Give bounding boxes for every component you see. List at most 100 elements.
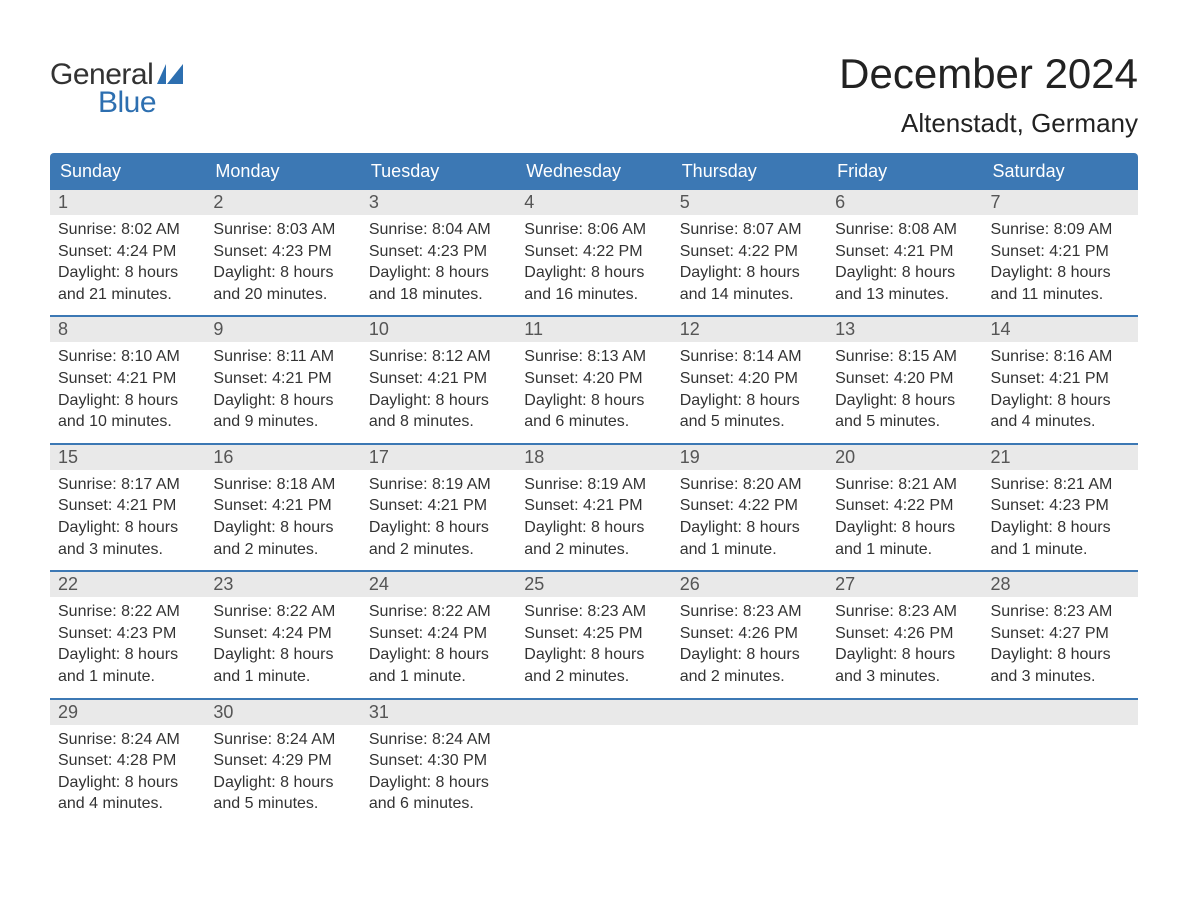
- day-line-d2: and 5 minutes.: [680, 411, 819, 433]
- day-body: Sunrise: 8:20 AMSunset: 4:22 PMDaylight:…: [672, 470, 827, 560]
- day-number: 4: [524, 192, 534, 212]
- day-line-sr: Sunrise: 8:15 AM: [835, 346, 974, 368]
- day-line-sr: Sunrise: 8:22 AM: [58, 601, 197, 623]
- day-number: 23: [213, 574, 233, 594]
- day-cell: 15Sunrise: 8:17 AMSunset: 4:21 PMDayligh…: [50, 445, 205, 570]
- day-line-ss: Sunset: 4:23 PM: [991, 495, 1130, 517]
- week-row: 29Sunrise: 8:24 AMSunset: 4:28 PMDayligh…: [50, 698, 1138, 825]
- week-row: 15Sunrise: 8:17 AMSunset: 4:21 PMDayligh…: [50, 443, 1138, 570]
- day-line-ss: Sunset: 4:21 PM: [369, 495, 508, 517]
- day-line-sr: Sunrise: 8:19 AM: [369, 474, 508, 496]
- day-body: Sunrise: 8:02 AMSunset: 4:24 PMDaylight:…: [50, 215, 205, 305]
- day-number: 11: [524, 319, 543, 339]
- day-body: Sunrise: 8:24 AMSunset: 4:29 PMDaylight:…: [205, 725, 360, 815]
- day-body: Sunrise: 8:03 AMSunset: 4:23 PMDaylight:…: [205, 215, 360, 305]
- day-line-d1: Daylight: 8 hours: [835, 517, 974, 539]
- day-line-sr: Sunrise: 8:09 AM: [991, 219, 1130, 241]
- day-line-d1: Daylight: 8 hours: [524, 262, 663, 284]
- day-line-sr: Sunrise: 8:14 AM: [680, 346, 819, 368]
- day-number-bar: 3: [361, 190, 516, 215]
- day-line-sr: Sunrise: 8:18 AM: [213, 474, 352, 496]
- day-cell: 22Sunrise: 8:22 AMSunset: 4:23 PMDayligh…: [50, 572, 205, 697]
- day-number-bar: 27: [827, 572, 982, 597]
- day-number-bar: 2: [205, 190, 360, 215]
- day-line-d1: Daylight: 8 hours: [58, 772, 197, 794]
- day-line-d2: and 1 minute.: [680, 539, 819, 561]
- day-line-ss: Sunset: 4:21 PM: [369, 368, 508, 390]
- day-number: 1: [58, 192, 68, 212]
- day-line-sr: Sunrise: 8:17 AM: [58, 474, 197, 496]
- day-line-sr: Sunrise: 8:23 AM: [680, 601, 819, 623]
- day-number-bar: 31: [361, 700, 516, 725]
- day-cell: 12Sunrise: 8:14 AMSunset: 4:20 PMDayligh…: [672, 317, 827, 442]
- day-body: Sunrise: 8:19 AMSunset: 4:21 PMDaylight:…: [361, 470, 516, 560]
- day-number: [524, 702, 529, 722]
- day-line-d2: and 2 minutes.: [524, 666, 663, 688]
- header: General Blue December 2024 Altenstadt, G…: [50, 50, 1138, 139]
- weekday-header-cell: Tuesday: [361, 153, 516, 190]
- day-line-ss: Sunset: 4:30 PM: [369, 750, 508, 772]
- day-line-d1: Daylight: 8 hours: [524, 390, 663, 412]
- day-number-bar: 8: [50, 317, 205, 342]
- day-line-d1: Daylight: 8 hours: [213, 772, 352, 794]
- day-cell: [672, 700, 827, 825]
- day-number: 12: [680, 319, 700, 339]
- day-line-sr: Sunrise: 8:04 AM: [369, 219, 508, 241]
- day-line-ss: Sunset: 4:26 PM: [835, 623, 974, 645]
- day-body: Sunrise: 8:24 AMSunset: 4:30 PMDaylight:…: [361, 725, 516, 815]
- day-number-bar: 17: [361, 445, 516, 470]
- day-line-d2: and 10 minutes.: [58, 411, 197, 433]
- day-line-d2: and 21 minutes.: [58, 284, 197, 306]
- day-line-d2: and 2 minutes.: [369, 539, 508, 561]
- day-line-sr: Sunrise: 8:11 AM: [213, 346, 352, 368]
- day-body: Sunrise: 8:15 AMSunset: 4:20 PMDaylight:…: [827, 342, 982, 432]
- day-number-bar: 11: [516, 317, 671, 342]
- day-line-d2: and 9 minutes.: [213, 411, 352, 433]
- day-number: 24: [369, 574, 389, 594]
- day-body: Sunrise: 8:23 AMSunset: 4:26 PMDaylight:…: [672, 597, 827, 687]
- day-line-d2: and 6 minutes.: [524, 411, 663, 433]
- day-line-ss: Sunset: 4:27 PM: [991, 623, 1130, 645]
- day-line-d1: Daylight: 8 hours: [58, 644, 197, 666]
- day-cell: 6Sunrise: 8:08 AMSunset: 4:21 PMDaylight…: [827, 190, 982, 315]
- day-number-bar: 5: [672, 190, 827, 215]
- day-line-d1: Daylight: 8 hours: [369, 262, 508, 284]
- day-number-bar: 13: [827, 317, 982, 342]
- day-line-sr: Sunrise: 8:16 AM: [991, 346, 1130, 368]
- day-line-ss: Sunset: 4:21 PM: [213, 368, 352, 390]
- day-number: 17: [369, 447, 389, 467]
- day-line-d1: Daylight: 8 hours: [213, 644, 352, 666]
- day-line-sr: Sunrise: 8:08 AM: [835, 219, 974, 241]
- day-cell: 10Sunrise: 8:12 AMSunset: 4:21 PMDayligh…: [361, 317, 516, 442]
- day-line-ss: Sunset: 4:20 PM: [524, 368, 663, 390]
- day-number: 27: [835, 574, 855, 594]
- day-line-sr: Sunrise: 8:13 AM: [524, 346, 663, 368]
- day-line-sr: Sunrise: 8:19 AM: [524, 474, 663, 496]
- day-line-ss: Sunset: 4:21 PM: [991, 241, 1130, 263]
- week-row: 1 Sunrise: 8:02 AMSunset: 4:24 PMDaylight…: [50, 190, 1138, 315]
- day-line-d1: Daylight: 8 hours: [991, 644, 1130, 666]
- day-number-bar: 4: [516, 190, 671, 215]
- day-line-d1: Daylight: 8 hours: [213, 390, 352, 412]
- day-number-bar: 18: [516, 445, 671, 470]
- day-cell: 20Sunrise: 8:21 AMSunset: 4:22 PMDayligh…: [827, 445, 982, 570]
- day-line-d1: Daylight: 8 hours: [991, 262, 1130, 284]
- day-line-d1: Daylight: 8 hours: [680, 262, 819, 284]
- day-body: Sunrise: 8:07 AMSunset: 4:22 PMDaylight:…: [672, 215, 827, 305]
- day-line-sr: Sunrise: 8:03 AM: [213, 219, 352, 241]
- day-number-bar: 24: [361, 572, 516, 597]
- day-number: 7: [991, 192, 1001, 212]
- day-body: Sunrise: 8:22 AMSunset: 4:24 PMDaylight:…: [361, 597, 516, 687]
- day-number-bar: 19: [672, 445, 827, 470]
- day-line-d1: Daylight: 8 hours: [369, 517, 508, 539]
- day-cell: [983, 700, 1138, 825]
- day-body: Sunrise: 8:23 AMSunset: 4:27 PMDaylight:…: [983, 597, 1138, 687]
- weekday-header-cell: Friday: [827, 153, 982, 190]
- day-line-ss: Sunset: 4:23 PM: [58, 623, 197, 645]
- day-line-d2: and 1 minute.: [58, 666, 197, 688]
- day-body: Sunrise: 8:12 AMSunset: 4:21 PMDaylight:…: [361, 342, 516, 432]
- day-cell: 5Sunrise: 8:07 AMSunset: 4:22 PMDaylight…: [672, 190, 827, 315]
- day-line-ss: Sunset: 4:21 PM: [58, 495, 197, 517]
- day-number-bar: 28: [983, 572, 1138, 597]
- day-cell: 29Sunrise: 8:24 AMSunset: 4:28 PMDayligh…: [50, 700, 205, 825]
